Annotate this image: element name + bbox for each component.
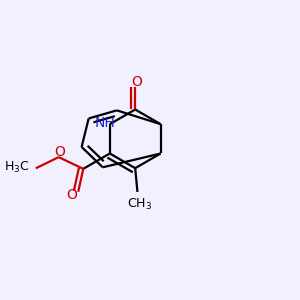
Text: CH$_3$: CH$_3$	[127, 197, 152, 212]
Text: O: O	[54, 145, 65, 159]
Text: H$_3$C: H$_3$C	[4, 160, 30, 175]
Text: O: O	[67, 188, 77, 202]
Text: NH: NH	[94, 116, 115, 130]
Text: O: O	[131, 75, 142, 88]
